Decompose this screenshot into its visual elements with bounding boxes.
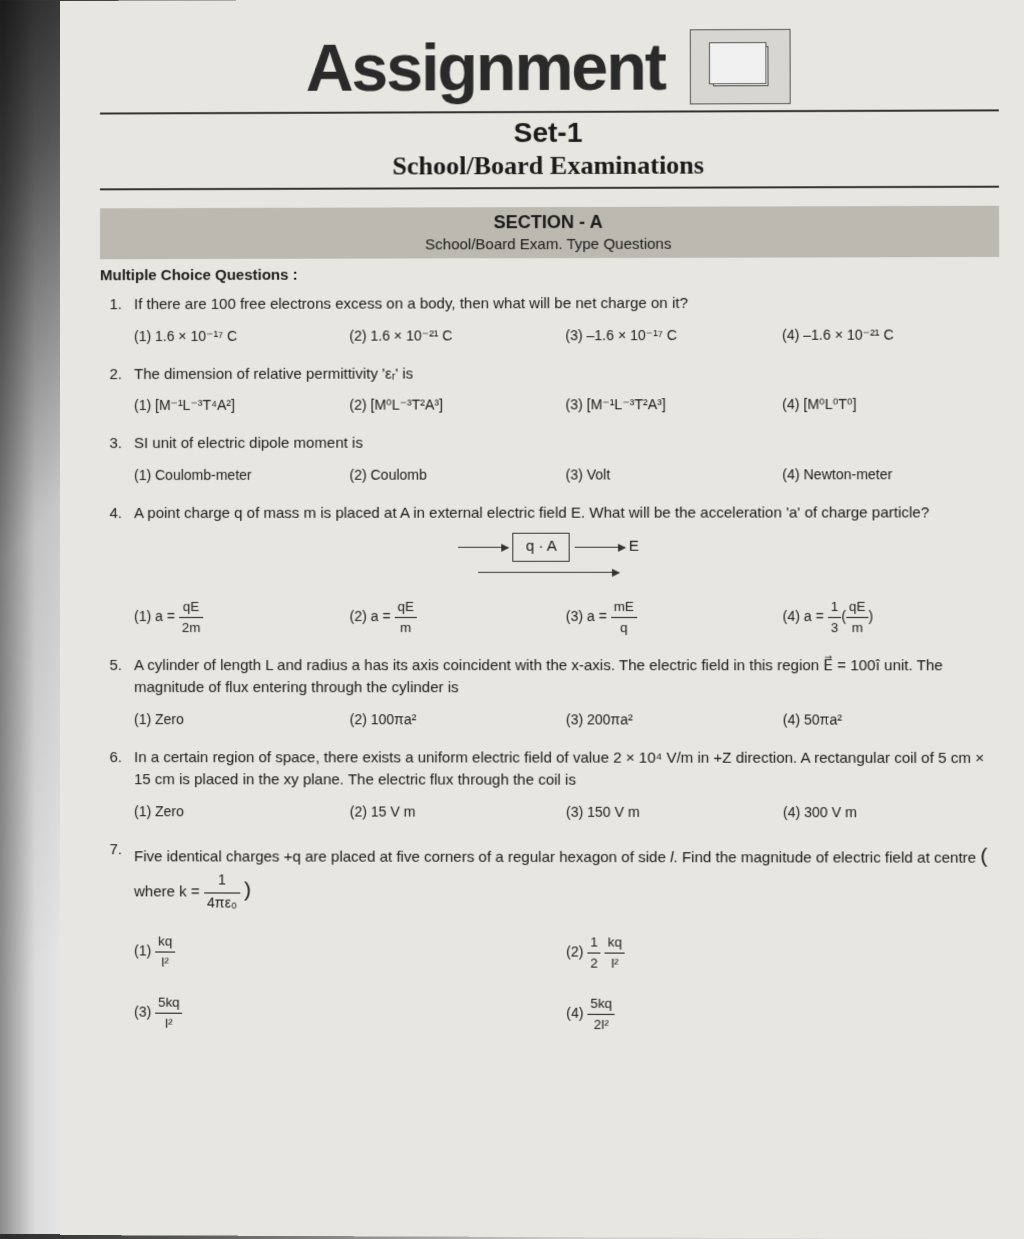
question-number: 7.: [100, 839, 122, 914]
option: (2) [M⁰L⁻³T²A³]: [349, 391, 565, 418]
option: (4) 5kq2l²: [566, 991, 1001, 1039]
subtitle: School/Board Examinations: [100, 150, 999, 183]
question-number: 6.: [100, 747, 122, 792]
section-banner: SECTION - A School/Board Exam. Type Ques…: [100, 206, 999, 259]
header: Assignment: [100, 27, 999, 106]
option: (1) Zero: [134, 706, 350, 733]
question-text: SI unit of electric dipole moment is: [134, 432, 1000, 456]
option: (2) 12 kql²: [566, 929, 1001, 977]
option: (2) 15 V m: [350, 798, 566, 825]
option: (2) Coulomb: [349, 461, 565, 488]
option: (1) Coulomb-meter: [134, 461, 349, 488]
question-number: 3.: [100, 433, 122, 456]
option: (2) 100πa²: [350, 706, 566, 733]
mcq-heading: Multiple Choice Questions :: [100, 265, 999, 284]
book-icon: [690, 28, 791, 104]
question-text: Five identical charges +q are placed at …: [134, 839, 1001, 916]
option: (4) a = 13(qEm): [783, 594, 1001, 641]
diagram: q · A E: [100, 532, 1000, 584]
divider: [100, 109, 999, 114]
diagram-box: q · A: [513, 533, 570, 562]
option: (3) 5kql²: [134, 990, 566, 1038]
diagram-label: E: [629, 538, 639, 555]
option: (3) Volt: [566, 461, 783, 488]
question: 3. SI unit of electric dipole moment is …: [100, 432, 1000, 489]
option: (2) a = qEm: [350, 594, 566, 641]
option: (4) –1.6 × 10⁻²¹ C: [782, 321, 999, 349]
question-text: A cylinder of length L and radius a has …: [134, 655, 1000, 701]
option: (4) [M⁰L⁰T⁰]: [782, 391, 999, 418]
question-text: In a certain region of space, there exis…: [134, 747, 1000, 793]
option: (3) a = mEq: [566, 594, 783, 641]
option: (2) 1.6 × 10⁻²¹ C: [349, 322, 565, 349]
question-text: A point charge q of mass m is placed at …: [134, 502, 1000, 525]
question: 4. A point charge q of mass m is placed …: [100, 502, 1000, 641]
option: (3) [M⁻¹L⁻³T²A³]: [565, 391, 782, 418]
divider: [100, 186, 999, 191]
section-label: SECTION - A: [112, 211, 987, 234]
option: (4) 300 V m: [783, 799, 1001, 826]
set-label: Set-1: [100, 115, 999, 150]
question-number: 2.: [100, 364, 122, 387]
question: 7. Five identical charges +q are placed …: [100, 839, 1001, 1039]
section-sublabel: School/Board Exam. Type Questions: [112, 235, 987, 254]
question-number: 5.: [100, 655, 122, 700]
option: (4) Newton-meter: [782, 461, 999, 488]
option: (1) [M⁻¹L⁻³T⁴A²]: [134, 392, 349, 419]
option: (1) kql²: [134, 929, 566, 977]
option: (1) a = qE2m: [134, 594, 350, 641]
main-title: Assignment: [306, 28, 665, 105]
question-number: 4.: [100, 502, 122, 525]
question-text: If there are 100 free electrons excess o…: [134, 292, 999, 316]
option: (3) 200πa²: [566, 706, 783, 733]
option: (4) 50πa²: [783, 706, 1001, 733]
option: (3) 150 V m: [566, 799, 783, 826]
question: 6. In a certain region of space, there e…: [100, 747, 1001, 826]
question: 1. If there are 100 free electrons exces…: [100, 292, 999, 349]
option: (3) –1.6 × 10⁻¹⁷ C: [565, 321, 782, 349]
exam-page: Assignment Set-1 School/Board Examinatio…: [60, 0, 1024, 1239]
option: (1) Zero: [134, 798, 350, 825]
question: 2. The dimension of relative permittivit…: [100, 362, 1000, 419]
question: 5. A cylinder of length L and radius a h…: [100, 655, 1000, 734]
question-text: The dimension of relative permittivity '…: [134, 362, 999, 386]
option: (1) 1.6 × 10⁻¹⁷ C: [134, 322, 349, 349]
question-number: 1.: [100, 294, 122, 317]
